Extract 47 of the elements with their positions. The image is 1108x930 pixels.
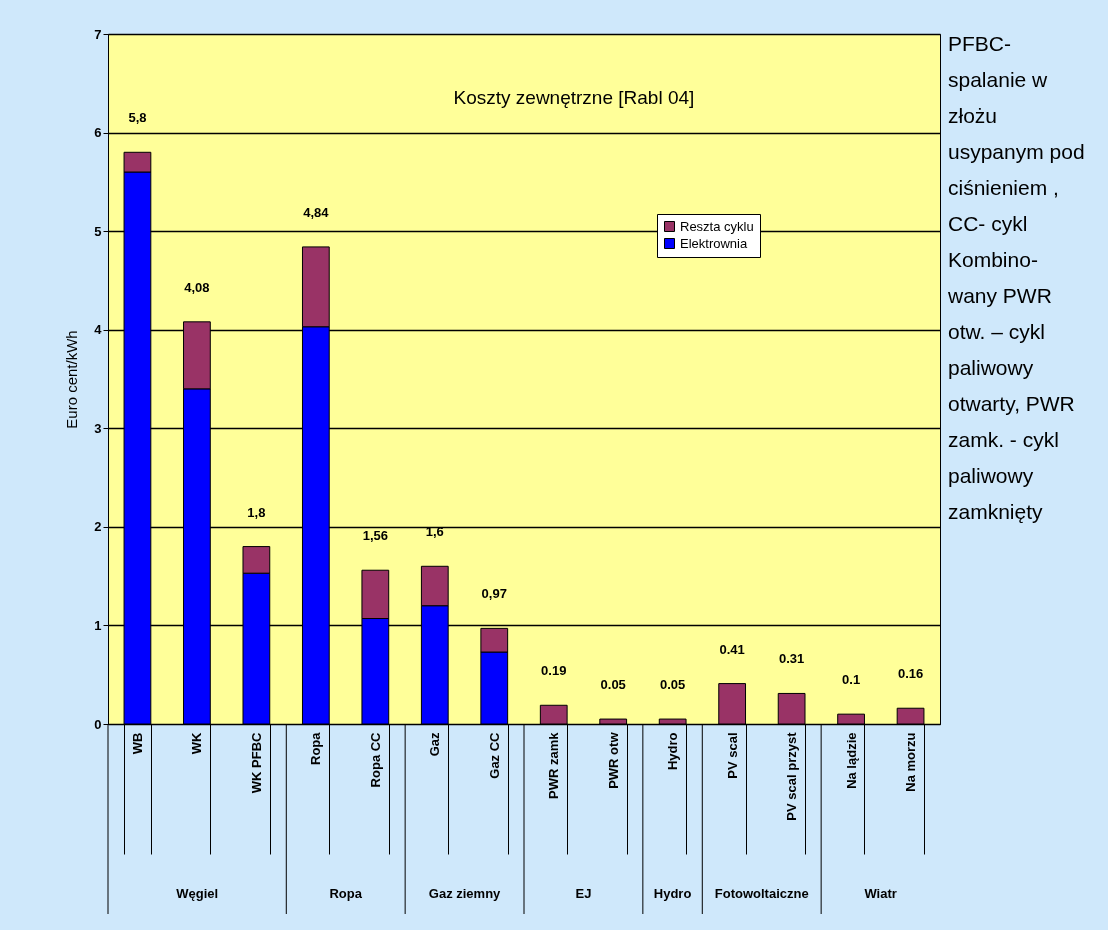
x-tick-label: PV scal bbox=[724, 732, 740, 779]
text: Ropa bbox=[329, 886, 363, 901]
total-label: 0.05 bbox=[600, 677, 626, 693]
total-label: 0.19 bbox=[541, 663, 567, 679]
x-tick-label: Gaz bbox=[427, 732, 443, 757]
text: Hydro bbox=[653, 886, 692, 901]
text: Koszty zewnętrzne [Rabl 04] bbox=[453, 87, 695, 108]
y-axis-title: Euro cent/kWh bbox=[63, 330, 81, 429]
total-label: 0.41 bbox=[719, 641, 745, 657]
text: Gaz ziemny bbox=[428, 886, 502, 901]
x-tick-label: Ropa bbox=[308, 731, 324, 765]
x-tick-label: WB bbox=[129, 732, 145, 755]
legend-label: Elektrownia bbox=[680, 235, 748, 251]
total-label: 1,8 bbox=[247, 504, 266, 520]
x-tick-label: Gaz CC bbox=[486, 731, 502, 779]
y-tick-label: 0 bbox=[94, 716, 102, 732]
total-label: 0.1 bbox=[842, 672, 861, 688]
total-label: 0.16 bbox=[897, 666, 924, 682]
y-tick-label: 1 bbox=[94, 617, 102, 633]
y-tick-label: 6 bbox=[94, 125, 102, 141]
total-label: 0,97 bbox=[481, 586, 507, 602]
y-tick-label: 7 bbox=[94, 26, 102, 42]
legend-label: Reszta cyklu bbox=[680, 218, 754, 234]
total-label: 5,8 bbox=[128, 110, 147, 126]
total-label: 0.31 bbox=[778, 651, 805, 667]
total-label: 4,84 bbox=[303, 204, 330, 220]
text: Węgiel bbox=[176, 886, 219, 901]
text: EJ bbox=[575, 886, 592, 901]
y-tick-label: 3 bbox=[94, 420, 102, 436]
total-label: 0.05 bbox=[660, 677, 686, 693]
y-tick-label: 5 bbox=[94, 223, 102, 239]
text: PFBC- spalanie w złożu usypanym pod ciśnieniem , CC- cykl Kombino- wany PWR otw. – cykl paliwowy otwarty, PWR zamk. - cykl paliwowy zamknięty bbox=[948, 32, 1085, 523]
total-label: 1,56 bbox=[362, 528, 388, 544]
total-label: 4,08 bbox=[184, 279, 210, 295]
y-tick-label: 4 bbox=[94, 322, 103, 338]
x-tick-label: PWR zamk bbox=[546, 731, 562, 799]
x-tick-label: WK PFBC bbox=[248, 731, 264, 794]
x-tick-label: PV scal przyst bbox=[784, 731, 800, 821]
x-tick-label: PWR otw bbox=[605, 731, 621, 789]
x-tick-label: Hydro bbox=[665, 732, 681, 771]
x-tick-label: Na morzu bbox=[903, 732, 919, 792]
y-tick-label: 2 bbox=[94, 519, 102, 535]
x-tick-label: Na lądzie bbox=[843, 732, 859, 789]
x-tick-label: WK bbox=[189, 731, 205, 755]
text: Wiatr bbox=[864, 886, 897, 901]
text: Fotowoltaiczne bbox=[714, 886, 809, 901]
x-tick-label: Ropa CC bbox=[367, 731, 383, 788]
